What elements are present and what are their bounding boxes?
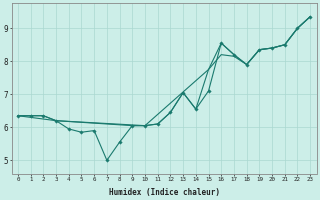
X-axis label: Humidex (Indice chaleur): Humidex (Indice chaleur) (108, 188, 220, 197)
